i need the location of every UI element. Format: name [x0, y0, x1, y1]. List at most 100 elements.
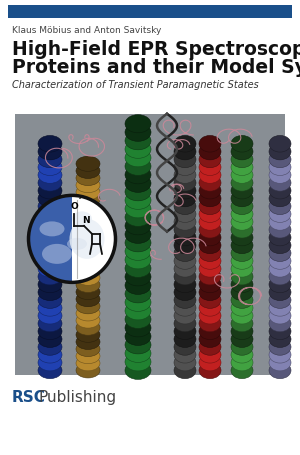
Ellipse shape — [231, 143, 253, 160]
Ellipse shape — [231, 237, 253, 253]
Ellipse shape — [125, 208, 151, 226]
Ellipse shape — [76, 228, 100, 243]
Ellipse shape — [174, 299, 196, 316]
Text: Publishing: Publishing — [38, 390, 116, 405]
Ellipse shape — [38, 213, 62, 230]
Ellipse shape — [76, 171, 100, 186]
Ellipse shape — [199, 245, 221, 262]
Ellipse shape — [38, 339, 62, 355]
Text: O: O — [70, 202, 78, 211]
Ellipse shape — [199, 339, 221, 355]
Ellipse shape — [174, 253, 196, 269]
Ellipse shape — [76, 292, 100, 307]
Ellipse shape — [231, 229, 253, 246]
Ellipse shape — [76, 156, 100, 172]
Ellipse shape — [269, 213, 291, 230]
Ellipse shape — [174, 143, 196, 160]
Ellipse shape — [125, 200, 151, 218]
Ellipse shape — [76, 199, 100, 214]
Ellipse shape — [174, 175, 196, 191]
Ellipse shape — [76, 256, 100, 271]
Ellipse shape — [199, 213, 221, 230]
Ellipse shape — [38, 331, 62, 348]
Ellipse shape — [199, 206, 221, 222]
Ellipse shape — [76, 320, 100, 335]
Ellipse shape — [269, 315, 291, 332]
Ellipse shape — [269, 276, 291, 293]
Ellipse shape — [269, 159, 291, 176]
Ellipse shape — [199, 284, 221, 301]
Ellipse shape — [38, 198, 62, 215]
Ellipse shape — [269, 323, 291, 339]
Text: N: N — [82, 216, 90, 225]
Ellipse shape — [125, 276, 151, 294]
Ellipse shape — [231, 159, 253, 176]
Ellipse shape — [125, 140, 151, 158]
Ellipse shape — [76, 213, 100, 228]
Text: High-Field EPR Spectroscopy on: High-Field EPR Spectroscopy on — [12, 40, 300, 59]
Ellipse shape — [125, 344, 151, 363]
Ellipse shape — [269, 292, 291, 308]
Ellipse shape — [199, 260, 221, 277]
Ellipse shape — [231, 198, 253, 215]
Ellipse shape — [38, 292, 62, 308]
Ellipse shape — [38, 268, 62, 285]
Ellipse shape — [269, 253, 291, 269]
Bar — [15, 114, 285, 375]
Ellipse shape — [76, 185, 100, 200]
Ellipse shape — [125, 191, 151, 209]
Ellipse shape — [199, 198, 221, 215]
Ellipse shape — [67, 238, 87, 250]
Ellipse shape — [269, 237, 291, 253]
Ellipse shape — [76, 177, 100, 193]
Ellipse shape — [38, 315, 62, 332]
Ellipse shape — [76, 249, 100, 264]
Ellipse shape — [269, 151, 291, 168]
Ellipse shape — [38, 229, 62, 246]
Ellipse shape — [38, 276, 62, 293]
Ellipse shape — [269, 136, 291, 152]
Ellipse shape — [231, 167, 253, 183]
Ellipse shape — [199, 222, 221, 238]
Bar — [8, 5, 292, 18]
Ellipse shape — [125, 131, 151, 150]
Ellipse shape — [174, 182, 196, 199]
Ellipse shape — [125, 251, 151, 269]
Ellipse shape — [231, 206, 253, 222]
Ellipse shape — [269, 182, 291, 199]
Ellipse shape — [174, 308, 196, 324]
Ellipse shape — [199, 354, 221, 371]
Ellipse shape — [199, 308, 221, 324]
Ellipse shape — [174, 198, 196, 215]
Ellipse shape — [199, 346, 221, 363]
Ellipse shape — [199, 331, 221, 348]
Ellipse shape — [38, 299, 62, 316]
Ellipse shape — [269, 299, 291, 316]
Ellipse shape — [125, 115, 151, 133]
Ellipse shape — [199, 136, 221, 152]
Ellipse shape — [38, 284, 62, 301]
Text: Characterization of Transient Paramagnetic States: Characterization of Transient Paramagnet… — [12, 80, 259, 90]
Ellipse shape — [38, 136, 62, 152]
Ellipse shape — [269, 260, 291, 277]
Ellipse shape — [174, 206, 196, 222]
Ellipse shape — [174, 315, 196, 332]
Ellipse shape — [125, 319, 151, 337]
Ellipse shape — [174, 331, 196, 348]
Ellipse shape — [125, 285, 151, 303]
Ellipse shape — [76, 349, 100, 364]
Ellipse shape — [125, 302, 151, 320]
Ellipse shape — [76, 363, 100, 378]
Ellipse shape — [125, 268, 151, 286]
Ellipse shape — [38, 151, 62, 168]
Ellipse shape — [199, 299, 221, 316]
Ellipse shape — [231, 284, 253, 301]
Ellipse shape — [125, 217, 151, 235]
Ellipse shape — [38, 167, 62, 183]
Ellipse shape — [38, 182, 62, 199]
Ellipse shape — [174, 346, 196, 363]
Ellipse shape — [231, 362, 253, 379]
Ellipse shape — [125, 123, 151, 142]
Text: Klaus Möbius and Anton Savitsky: Klaus Möbius and Anton Savitsky — [12, 26, 161, 35]
Ellipse shape — [269, 284, 291, 301]
